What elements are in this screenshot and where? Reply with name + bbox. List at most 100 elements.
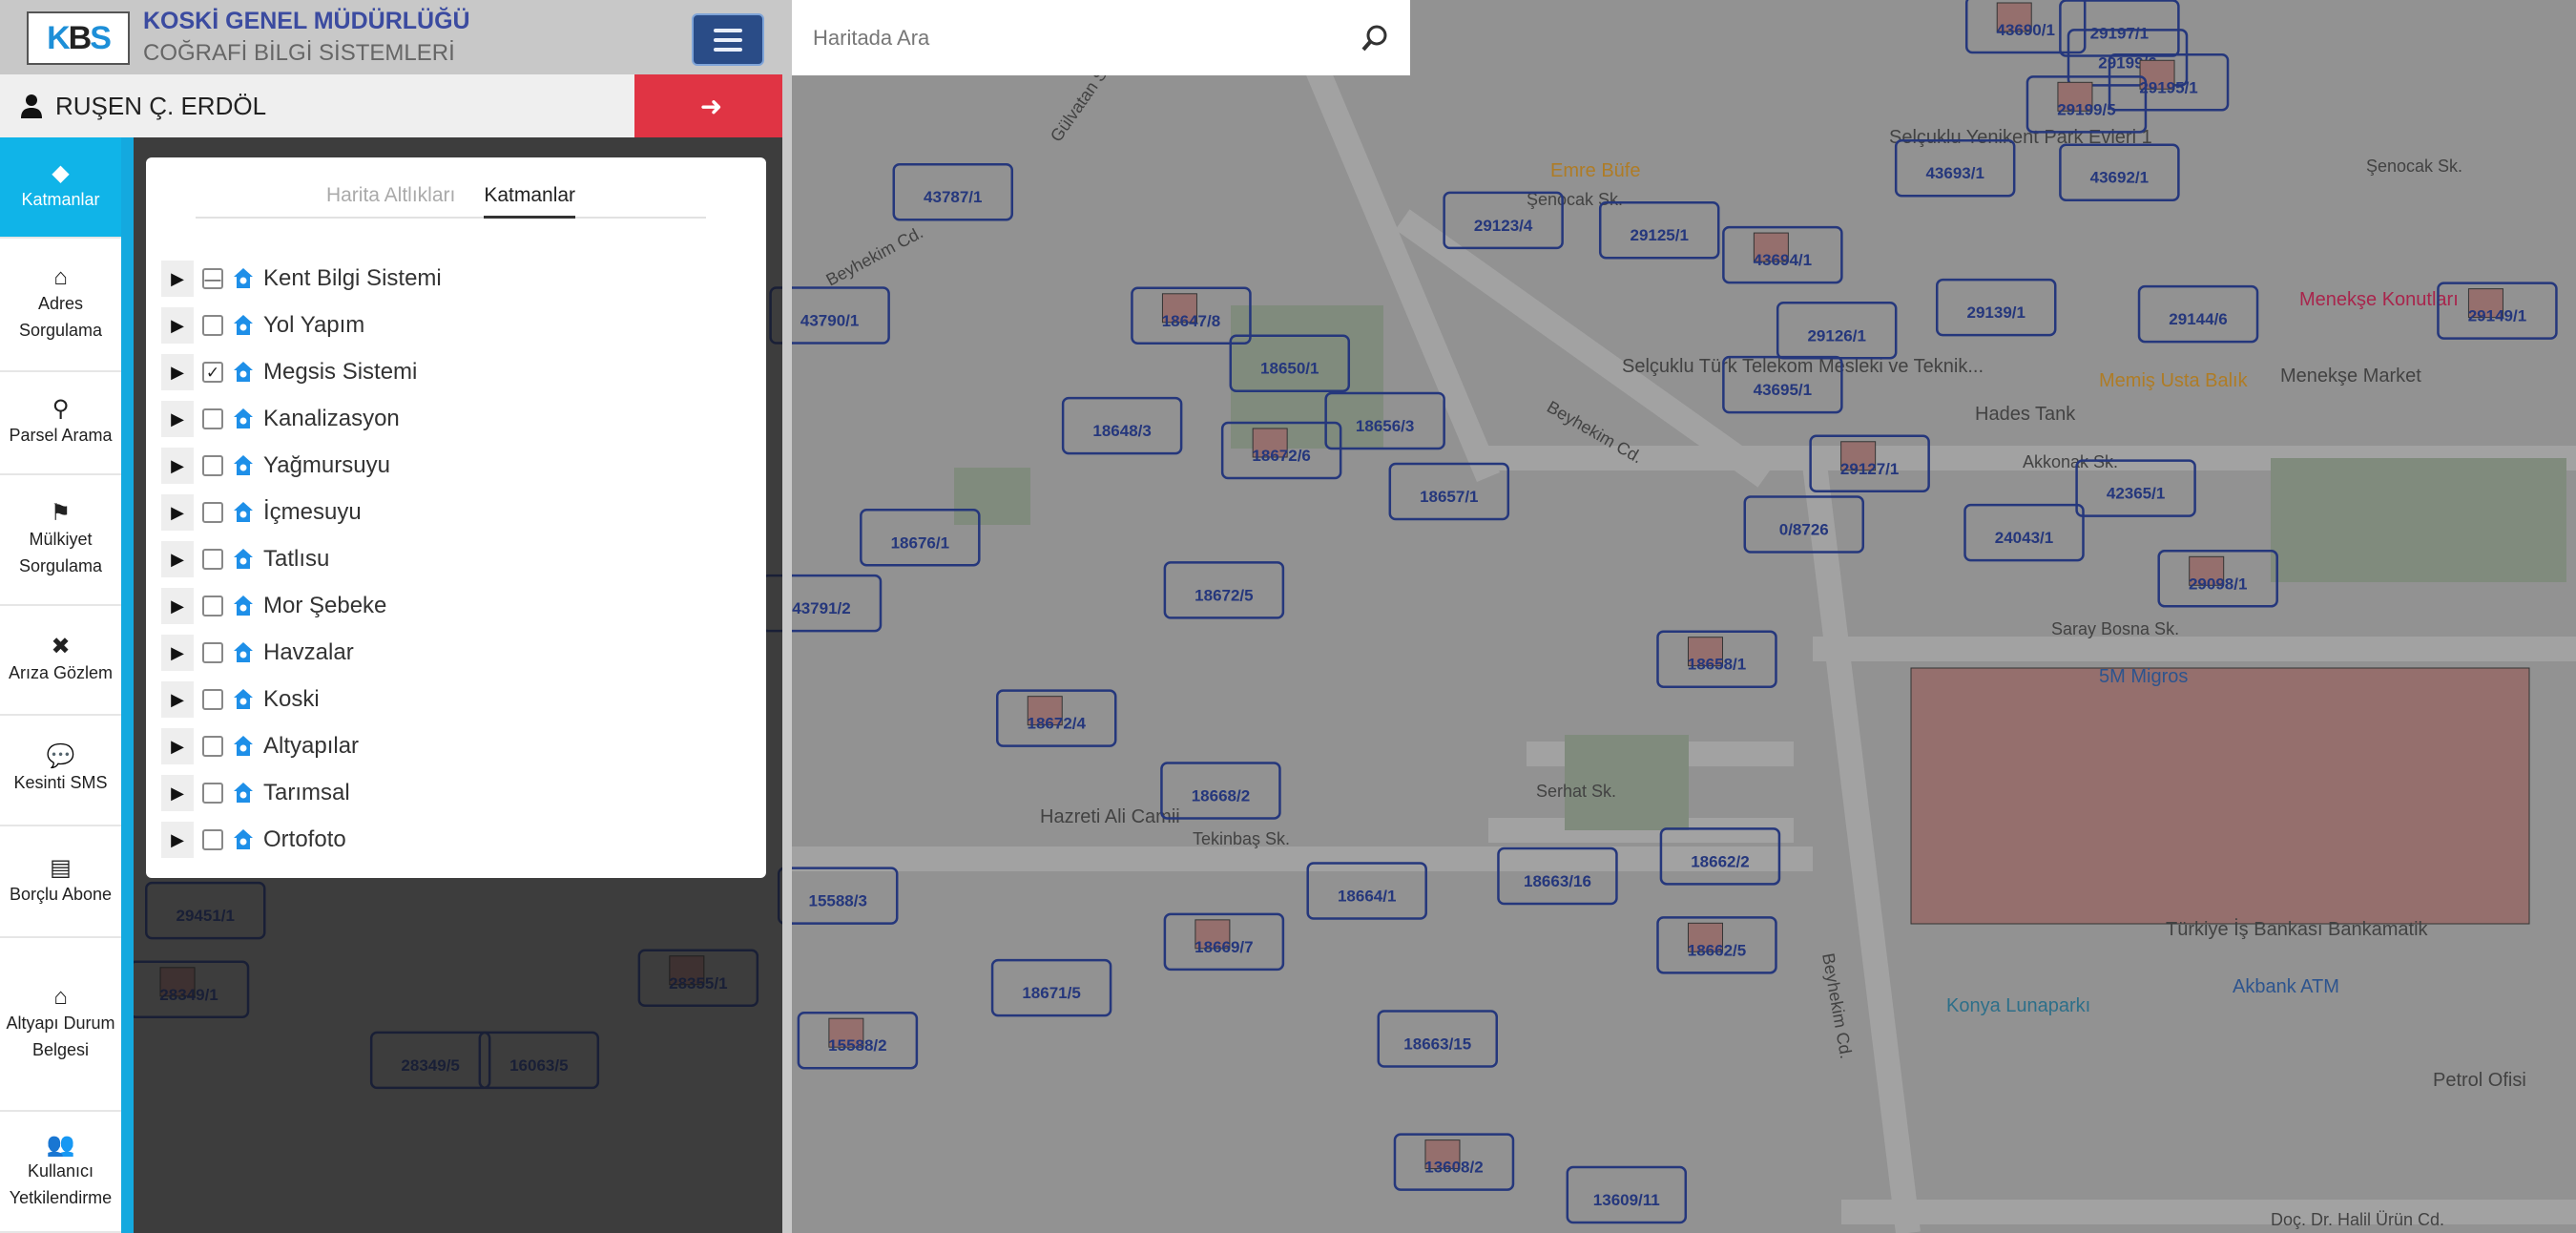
- layer-checkbox[interactable]: [202, 315, 223, 336]
- parcel[interactable]: 29199/5: [2025, 75, 2148, 134]
- expand-arrow-icon[interactable]: ▶: [161, 775, 194, 811]
- parcel-outline[interactable]: [1722, 355, 1843, 414]
- parcel-outline[interactable]: [1935, 278, 2057, 337]
- parcel[interactable]: 29127/1: [1809, 434, 1930, 493]
- expand-arrow-icon[interactable]: ▶: [161, 822, 194, 858]
- parcel-outline[interactable]: [1220, 421, 1342, 480]
- parcel[interactable]: 18658/1: [1656, 630, 1777, 688]
- poi-label[interactable]: Selçuklu Türk Telekom Mesleki ve Teknik.…: [1622, 356, 1984, 377]
- parcel[interactable]: 18657/1: [1388, 462, 1510, 521]
- layer-checkbox[interactable]: ✓: [202, 362, 223, 383]
- sidebar-item-house-pipe[interactable]: ⌂ Altyapı Durum Belgesi: [0, 938, 121, 1112]
- parcel-outline[interactable]: [1324, 391, 1445, 450]
- sidebar-item-users-gear[interactable]: 👥 Kullanıcı Yetkilendirme: [0, 1112, 121, 1233]
- sidebar-item-cash-register[interactable]: ▤ Borçlu Abone: [0, 826, 121, 938]
- parcel[interactable]: 18662/2: [1659, 827, 1781, 886]
- tab-katmanlar[interactable]: Katmanlar: [484, 173, 576, 219]
- poi-label[interactable]: Akbank ATM: [2233, 976, 2339, 997]
- parcel-outline[interactable]: [1443, 191, 1564, 250]
- parcel[interactable]: 42365/1: [2075, 459, 2196, 517]
- tab-harita-altliklari[interactable]: Harita Altlıkları: [325, 184, 456, 206]
- parcel-outline[interactable]: [1809, 434, 1930, 493]
- parcel[interactable]: 13609/11: [1566, 1165, 1688, 1224]
- poi-label[interactable]: 5M Migros: [2099, 666, 2188, 687]
- parcel[interactable]: 29125/1: [1598, 200, 1720, 260]
- expand-arrow-icon[interactable]: ▶: [161, 494, 194, 531]
- search-icon[interactable]: [1361, 24, 1389, 52]
- poi-label[interactable]: Menekşe Market: [2280, 366, 2421, 387]
- parcel-outline[interactable]: [1659, 827, 1781, 886]
- layer-checkbox[interactable]: [202, 549, 223, 570]
- parcel[interactable]: 29098/1: [2157, 550, 2278, 608]
- sidebar-item-layers[interactable]: ◆ Katmanlar: [0, 137, 121, 239]
- poi-label[interactable]: Hazreti Ali Camii: [1040, 806, 1180, 827]
- poi-label[interactable]: Hades Tank: [1975, 404, 2076, 425]
- parcel-outline[interactable]: [1743, 495, 1865, 554]
- parcel[interactable]: 13608/2: [1393, 1133, 1515, 1191]
- parcel-outline[interactable]: [860, 509, 981, 567]
- parcel-outline[interactable]: [1393, 1133, 1515, 1191]
- parcel[interactable]: 18669/7: [1163, 912, 1285, 972]
- parcel[interactable]: 18662/5: [1656, 916, 1777, 974]
- parcel-outline[interactable]: [797, 1011, 919, 1070]
- layer-checkbox[interactable]: [202, 783, 223, 804]
- parcel[interactable]: 18672/6: [1220, 421, 1342, 480]
- parcel-outline[interactable]: [1160, 762, 1281, 820]
- poi-label[interactable]: Konya Lunaparkı: [1946, 995, 2090, 1016]
- sidebar-item-tools[interactable]: ✖ Arıza Gözlem: [0, 606, 121, 716]
- expand-arrow-icon[interactable]: ▶: [161, 635, 194, 671]
- sidebar-item-search[interactable]: ⚲ Parsel Arama: [0, 372, 121, 475]
- sidebar-item-sms[interactable]: 💬 Kesinti SMS: [0, 716, 121, 826]
- parcel[interactable]: 43694/1: [1722, 225, 1843, 284]
- parcel-outline[interactable]: [2075, 459, 2196, 517]
- expand-arrow-icon[interactable]: ▶: [161, 354, 194, 390]
- expand-arrow-icon[interactable]: ▶: [161, 588, 194, 624]
- parcel[interactable]: 29139/1: [1935, 278, 2057, 337]
- layer-checkbox[interactable]: [202, 455, 223, 476]
- parcel[interactable]: 18664/1: [1306, 862, 1427, 920]
- parcel[interactable]: 29144/6: [2137, 284, 2259, 344]
- parcel[interactable]: 18672/5: [1163, 561, 1285, 619]
- layer-checkbox[interactable]: [202, 502, 223, 523]
- parcel-outline[interactable]: [995, 689, 1117, 747]
- parcel[interactable]: 18648/3: [1061, 396, 1183, 455]
- parcel[interactable]: 29149/1: [2437, 282, 2558, 340]
- layer-checkbox[interactable]: [202, 596, 223, 616]
- layer-checkbox[interactable]: [202, 642, 223, 663]
- menu-toggle-button[interactable]: [692, 13, 764, 66]
- expand-arrow-icon[interactable]: ▶: [161, 401, 194, 437]
- layer-checkbox[interactable]: [202, 829, 223, 850]
- parcel[interactable]: 15588/2: [797, 1011, 919, 1070]
- poi-label[interactable]: Türkiye İş Bankası Bankamatik: [2166, 918, 2429, 940]
- parcel-outline[interactable]: [1163, 912, 1285, 972]
- parcel-outline[interactable]: [2025, 75, 2148, 134]
- expand-arrow-icon[interactable]: ▶: [161, 448, 194, 484]
- parcel[interactable]: 18672/4: [995, 689, 1117, 747]
- sidebar-item-map-pin[interactable]: ⚑ Mülkiyet Sorgulama: [0, 475, 121, 606]
- parcel[interactable]: 18656/3: [1324, 391, 1445, 450]
- parcel-outline[interactable]: [2108, 53, 2230, 112]
- parcel[interactable]: 18671/5: [990, 958, 1112, 1017]
- parcel[interactable]: 24043/1: [1963, 503, 2085, 562]
- parcel[interactable]: 43693/1: [1894, 138, 2016, 198]
- parcel-outline[interactable]: [1566, 1165, 1688, 1224]
- parcel[interactable]: 43695/1: [1722, 355, 1843, 414]
- poi-label[interactable]: Petrol Ofisi: [2433, 1070, 2526, 1091]
- parcel-outline[interactable]: [1497, 846, 1618, 906]
- parcel-outline[interactable]: [1377, 1010, 1498, 1068]
- parcel[interactable]: 43787/1: [892, 162, 1014, 221]
- parcel-outline[interactable]: [1964, 0, 2087, 54]
- layer-checkbox[interactable]: —: [202, 268, 223, 289]
- parcel-outline[interactable]: [1963, 503, 2085, 562]
- panel-splitter[interactable]: [782, 0, 792, 1233]
- parcel[interactable]: 43690/1: [1964, 0, 2087, 54]
- parcel-outline[interactable]: [1656, 630, 1777, 688]
- parcel-outline[interactable]: [2157, 550, 2278, 608]
- map-search-input[interactable]: [813, 25, 1361, 51]
- expand-arrow-icon[interactable]: ▶: [161, 261, 194, 297]
- parcel-outline[interactable]: [1229, 334, 1351, 392]
- parcel[interactable]: 18650/1: [1229, 334, 1351, 392]
- parcel-outline[interactable]: [1061, 396, 1183, 455]
- parcel-outline[interactable]: [2059, 143, 2180, 201]
- expand-arrow-icon[interactable]: ▶: [161, 728, 194, 764]
